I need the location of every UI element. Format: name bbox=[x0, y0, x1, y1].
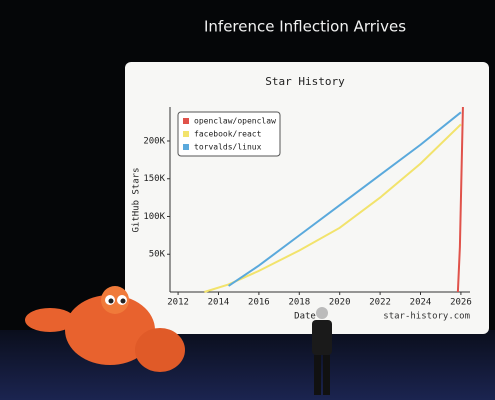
y-tick-label: 150K bbox=[143, 174, 165, 184]
lobster bbox=[25, 286, 185, 372]
watermark: star-history.com bbox=[383, 312, 470, 322]
x-tick-label: 2012 bbox=[167, 298, 189, 308]
series-line bbox=[456, 106, 464, 293]
x-tick-label: 2020 bbox=[329, 298, 351, 308]
screen bbox=[125, 62, 489, 334]
legend-label: facebook/react bbox=[194, 130, 262, 139]
presenter bbox=[312, 307, 332, 395]
x-tick-label: 2014 bbox=[208, 298, 230, 308]
x-tick-label: 2024 bbox=[410, 298, 432, 308]
y-tick-label: 100K bbox=[143, 212, 165, 222]
x-tick-label: 2022 bbox=[369, 298, 391, 308]
y-axis-label: GitHub Stars bbox=[132, 167, 142, 232]
series-line bbox=[228, 111, 462, 287]
legend-swatch bbox=[183, 118, 189, 124]
legend-swatch bbox=[183, 131, 189, 137]
x-tick-label: 2026 bbox=[450, 298, 472, 308]
legend-label: torvalds/linux bbox=[194, 143, 262, 152]
x-axis-label: Date bbox=[294, 312, 316, 322]
y-tick-label: 200K bbox=[143, 136, 165, 146]
legend-box bbox=[177, 111, 281, 157]
x-tick-label: 2018 bbox=[288, 298, 310, 308]
chart-title: Star History bbox=[265, 75, 345, 88]
y-tick-label: 50K bbox=[149, 250, 166, 260]
x-tick-label: 2016 bbox=[248, 298, 270, 308]
legend-label: openclaw/openclaw bbox=[194, 117, 276, 126]
slide-title: Inference Inflection Arrives bbox=[204, 18, 406, 36]
legend-swatch bbox=[183, 144, 189, 150]
